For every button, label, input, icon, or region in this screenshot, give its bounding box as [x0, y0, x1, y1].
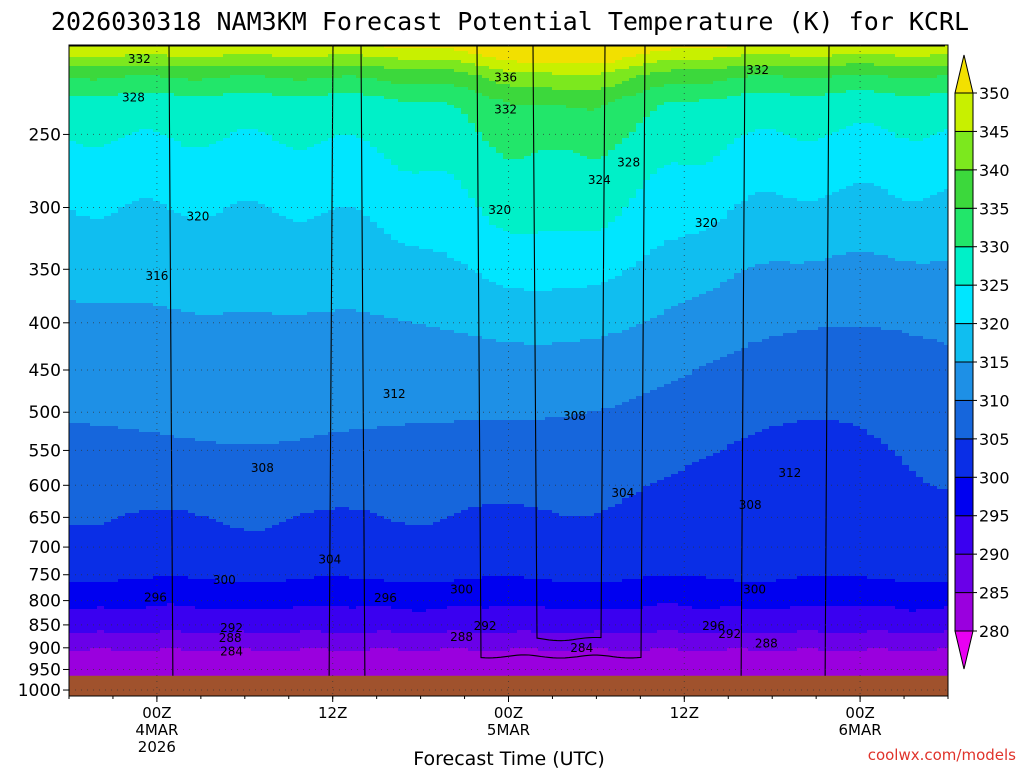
colorbar-swatch	[955, 362, 973, 400]
colorbar-label: 345	[979, 122, 1010, 141]
x-tick-date: 4MAR	[135, 721, 178, 739]
x-tick-label: 12Z	[318, 704, 347, 722]
contour-label: 320	[186, 210, 209, 224]
colorbar-swatch	[955, 208, 973, 246]
colorbar-label: 305	[979, 430, 1010, 449]
colorbar-label: 340	[979, 161, 1010, 180]
x-tick-label: 00Z	[845, 704, 874, 722]
credit-link[interactable]: coolwx.com/models	[868, 746, 1016, 764]
colorbar-swatch	[955, 285, 973, 323]
contour-label: 316	[145, 269, 168, 283]
colorbar-swatch	[955, 554, 973, 592]
contour-label: 300	[450, 582, 473, 596]
y-tick-label: 750	[29, 566, 61, 586]
colorbar-label: 315	[979, 353, 1010, 372]
y-tick-label: 400	[29, 314, 61, 334]
y-tick-label: 800	[29, 592, 61, 612]
colorbar-label: 330	[979, 238, 1010, 257]
colorbar-label: 295	[979, 507, 1010, 526]
x-tick-label: 00Z	[494, 704, 523, 722]
y-tick-label: 650	[29, 508, 61, 528]
y-tick-label: 900	[29, 639, 61, 659]
colorbar-swatch	[955, 170, 973, 208]
y-tick-label: 1000	[18, 681, 61, 701]
y-tick-label: 450	[29, 361, 61, 381]
contour-label: 296	[374, 591, 397, 605]
contour-label: 320	[695, 216, 718, 230]
x-tick-label: 12Z	[670, 704, 699, 722]
y-axis: 250 300 350 400 450 500 550 600 650 700 750 800 850 9…	[18, 125, 69, 701]
colorbar-label: 300	[979, 468, 1010, 487]
chart-stage: 2026030318 NAM3KM Forecast Potential Tem…	[0, 0, 1024, 768]
x-tick-year: 2026	[138, 738, 176, 756]
contour-label: 296	[144, 591, 167, 605]
contour-label: 304	[318, 552, 341, 566]
contour-label: 300	[213, 573, 236, 587]
contour-label: 332	[746, 63, 769, 77]
x-tick-date: 6MAR	[839, 721, 882, 739]
colorbar: 280 285 290 295 300 305 310 315 320 325 330 335 340 3…	[955, 55, 1010, 669]
y-tick-label: 950	[29, 660, 61, 680]
colorbar-label: 325	[979, 276, 1010, 295]
contour-label: 304	[611, 486, 634, 500]
x-tick-date: 5MAR	[487, 721, 530, 739]
contour-label: 320	[488, 203, 511, 217]
contour-label: 292	[718, 627, 741, 641]
y-tick-label: 850	[29, 616, 61, 636]
contour-label: 328	[122, 91, 145, 105]
colorbar-swatch	[955, 477, 973, 515]
contour-label: 284	[570, 641, 593, 655]
contour-label: 288	[755, 636, 778, 650]
colorbar-label: 335	[979, 199, 1010, 218]
colorbar-swatch	[955, 324, 973, 362]
colorbar-label: 290	[979, 545, 1010, 564]
contour-label: 332	[494, 103, 517, 117]
x-tick-label: 00Z	[142, 704, 171, 722]
contour-label: 332	[128, 52, 151, 66]
colorbar-extend-low	[955, 631, 973, 669]
contour-label: 328	[617, 155, 640, 169]
y-tick-label: 550	[29, 441, 61, 461]
colorbar-swatch	[955, 439, 973, 477]
y-tick-label: 300	[29, 199, 61, 219]
colorbar-swatch	[955, 516, 973, 554]
colorbar-extend-high	[955, 55, 973, 93]
colorbar-label: 320	[979, 315, 1010, 334]
y-tick-label: 500	[29, 403, 61, 423]
y-tick-label: 250	[29, 125, 61, 145]
chart-title: 2026030318 NAM3KM Forecast Potential Tem…	[51, 7, 969, 36]
contour-label: 336	[494, 71, 517, 85]
contour-label: 324	[588, 173, 611, 187]
colorbar-label: 310	[979, 391, 1010, 410]
colorbar-swatch	[955, 247, 973, 285]
contour-label: 308	[251, 461, 274, 475]
contour-label: 308	[563, 409, 586, 423]
plot-area: 332 336 332 328 332 328 324 320 320 320 316 312 308 3…	[69, 45, 952, 697]
y-tick-label: 350	[29, 260, 61, 280]
colorbar-swatch	[955, 400, 973, 438]
colorbar-swatch	[955, 93, 973, 131]
contour-label: 288	[219, 631, 242, 645]
contour-label: 284	[220, 644, 243, 658]
chart-svg: 2026030318 NAM3KM Forecast Potential Tem…	[0, 0, 1024, 768]
surface-ground	[69, 676, 948, 696]
contour-label: 312	[383, 387, 406, 401]
colorbar-swatch	[955, 593, 973, 631]
contour-label: 300	[743, 582, 766, 596]
colorbar-swatch	[955, 131, 973, 169]
contour-label: 308	[739, 498, 762, 512]
colorbar-label: 350	[979, 84, 1010, 103]
y-tick-label: 600	[29, 476, 61, 496]
x-axis-title: Forecast Time (UTC)	[413, 748, 604, 768]
colorbar-label: 280	[979, 622, 1010, 641]
colorbar-label: 285	[979, 584, 1010, 603]
contour-label: 312	[778, 466, 801, 480]
contour-label: 292	[474, 619, 497, 633]
potential-temperature-fill	[69, 45, 952, 697]
contour-label: 288	[450, 630, 473, 644]
y-tick-label: 700	[29, 538, 61, 558]
